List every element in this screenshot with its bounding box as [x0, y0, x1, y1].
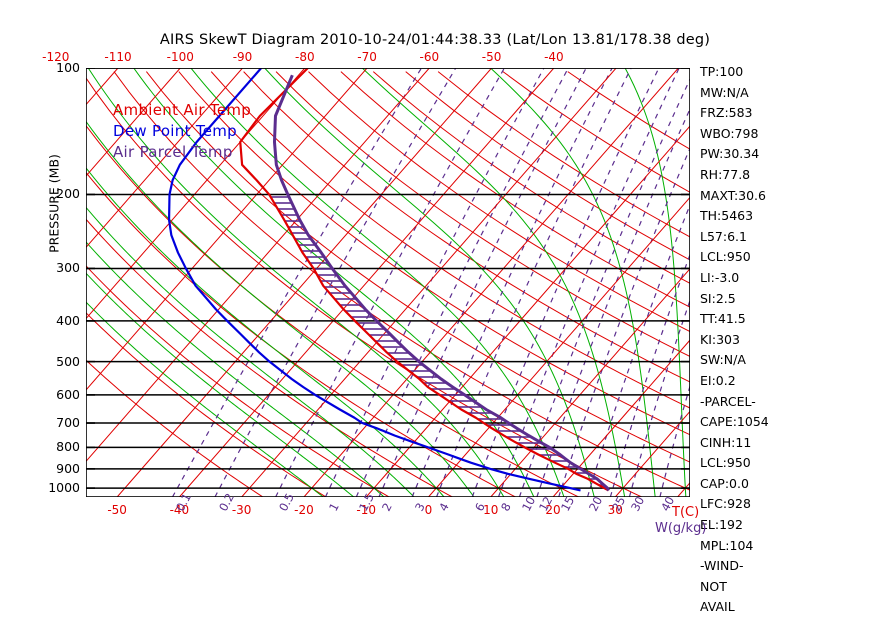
panel-item-th: TH:5463 [700, 208, 754, 224]
pressure-tick-900: 900 [56, 460, 80, 476]
panel-item-lfc: LFC:928 [700, 496, 751, 512]
curve-ambient-air-temp [239, 68, 610, 492]
panel-item-li: LI:-3.0 [700, 269, 740, 285]
panel-item-pw: PW:30.34 [700, 146, 760, 162]
panel-item-wbo: WBO:798 [700, 125, 759, 141]
panel-item-ei: EI:0.2 [700, 372, 736, 388]
panel-item-el: EL:192 [700, 517, 743, 533]
pressure-tick-800: 800 [56, 439, 80, 455]
temp-tick--10: -10 [356, 503, 376, 517]
temp-tick-top--110: -110 [104, 50, 132, 64]
temp-tick-30: 30 [607, 503, 623, 517]
legend-item-dew-point-temp: Dew Point Temp [113, 122, 238, 140]
plot-area [86, 68, 690, 497]
panel-item-wind-header: -WIND- [700, 558, 744, 574]
panel-item-frz: FRZ:583 [700, 105, 753, 121]
pressure-tick-600: 600 [56, 386, 80, 402]
panel-item-mpl: MPL:104 [700, 537, 754, 553]
temp-tick--20: -20 [294, 503, 314, 517]
isobars [86, 68, 690, 489]
panel-item-mw: MW:N/A [700, 84, 749, 100]
mixing-ratio-axis-unit-label: W(g/kg) [655, 521, 707, 536]
pressure-tick-200: 200 [56, 186, 80, 202]
isotherms [86, 68, 690, 497]
panel-item-l57: L57:6.1 [700, 228, 747, 244]
temp-tick-top--80: -80 [294, 50, 315, 64]
temp-tick-20: 20 [545, 503, 561, 517]
sounding-curves [167, 68, 610, 492]
panel-item-cinh: CINH:11 [700, 434, 752, 450]
panel-item-cape: CAPE:1054 [700, 414, 769, 430]
pressure-tick-400: 400 [56, 312, 80, 328]
legend-item-air-parcel-temp: Air Parcel Temp [113, 143, 233, 161]
panel-item-tp: TP:100 [700, 64, 744, 79]
skewt-diagram: AIRS SkewT Diagram 2010-10-24/01:44:38.3… [42, 32, 769, 613]
skewt-plot-svg [86, 68, 690, 497]
legend-item-ambient-air-temp: Ambient Air Temp [113, 101, 252, 119]
panel-item-lcl: LCL:950 [700, 249, 751, 265]
pressure-tick-100: 100 [56, 60, 80, 75]
temp-tick-top--120: -120 [42, 50, 70, 64]
sounding-indices-panel: TP:100 MW:N/A FRZ:583 WBO:798 PW:30.34 RH:77.… [700, 64, 870, 622]
panel-item-sw: SW:N/A [700, 352, 746, 368]
panel-item-rh: RH:77.8 [700, 166, 751, 182]
curve-dew-point-temp [167, 68, 581, 492]
temp-tick-top--60: -60 [419, 50, 440, 64]
panel-item-ki: KI:303 [700, 331, 740, 347]
temp-tick-top--70: -70 [357, 50, 377, 64]
temp-tick-10: 10 [483, 503, 499, 517]
panel-item-parcel-header: -PARCEL- [700, 393, 756, 409]
panel-item-wind-status-2: AVAIL [700, 599, 735, 615]
pressure-axis-label: PRESSURE (MB) [46, 154, 62, 253]
panel-item-si: SI:2.5 [700, 290, 736, 306]
mixing-ratio-tick-1: 1 [325, 500, 342, 514]
temp-tick-top--50: -50 [481, 50, 502, 64]
panel-item-wind-status-1: NOT [700, 578, 727, 594]
axis-ticks [86, 68, 690, 489]
temp-tick-0: 0 [424, 503, 433, 517]
pressure-tick-500: 500 [56, 353, 80, 369]
pressure-tick-700: 700 [56, 415, 80, 431]
curve-air-parcel-temp [272, 74, 610, 492]
temp-tick-top--90: -90 [232, 50, 253, 64]
pressure-tick-1000: 1000 [48, 480, 80, 496]
temp-tick--40: -40 [169, 503, 190, 517]
temp-tick-top--100: -100 [166, 50, 194, 64]
pressure-tick-300: 300 [56, 260, 80, 276]
temp-tick--50: -50 [107, 503, 127, 517]
panel-item-tt: TT:41.5 [700, 311, 746, 327]
panel-item-cap: CAP:0.0 [700, 475, 749, 491]
temperature-axis-unit-label: T(C) [672, 505, 700, 520]
temp-tick-top--40: -40 [544, 50, 564, 64]
panel-item-lcl2: LCL:950 [700, 455, 751, 471]
panel-item-maxt: MAXT:30.6 [700, 187, 766, 203]
page-title: AIRS SkewT Diagram 2010-10-24/01:44:38.3… [159, 32, 711, 48]
temp-tick--30: -30 [231, 503, 252, 517]
